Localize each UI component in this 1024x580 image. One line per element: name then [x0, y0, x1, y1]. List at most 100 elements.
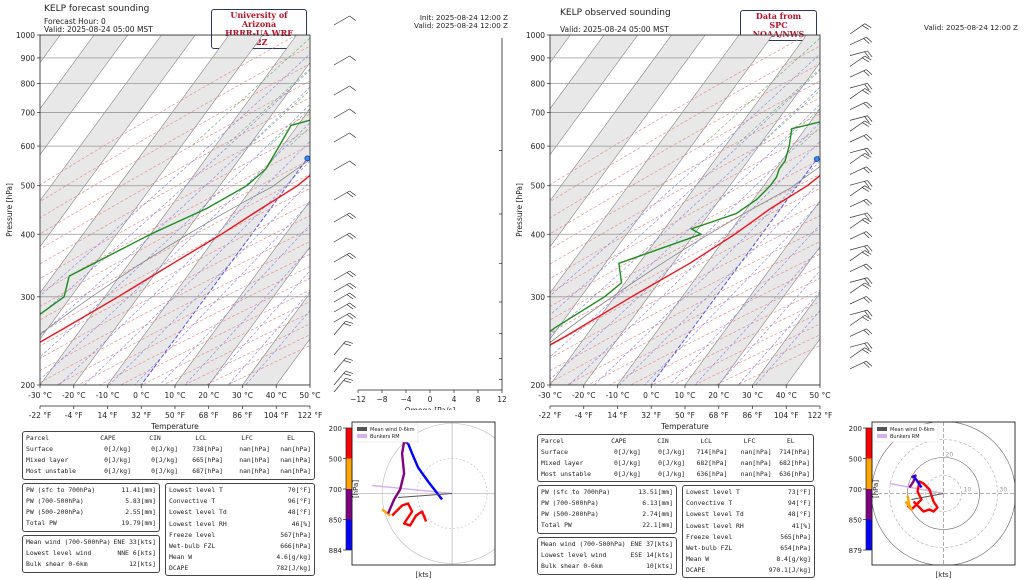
barb-feather: [346, 272, 354, 278]
barb-feather: [349, 15, 356, 21]
barb-feather: [867, 212, 873, 220]
x-tick-label-celsius: 50 °C: [300, 391, 321, 400]
barb-staff: [849, 328, 867, 337]
barb-feather: [862, 251, 869, 257]
dry-adiabat: [40, 241, 310, 383]
bunkers-rm-vector: [372, 484, 453, 495]
x-tick-label-fahrenheit: 86 °F: [233, 411, 253, 420]
row-label: Freeze level: [686, 532, 733, 541]
wind-barb: [849, 263, 873, 272]
table-row: Bulk shear 0-6km 10[kts]: [541, 561, 673, 572]
barb-feather: [866, 231, 873, 237]
barb-feather: [862, 349, 869, 354]
colorbar-tick-label: 850: [849, 517, 862, 525]
wind-barb: [333, 190, 356, 201]
barb-staff: [849, 166, 867, 175]
y-tick-label: 800: [21, 80, 36, 89]
wind-barb: [849, 198, 873, 208]
isotherm-line: [550, 35, 807, 385]
table-cell: nan[hPa]: [280, 467, 311, 475]
barb-staff: [849, 342, 868, 348]
hodo-ylabel: [hPa]: [872, 480, 880, 498]
barb-feather: [346, 294, 354, 300]
x-tick-label-celsius: -20 °C: [62, 391, 86, 400]
right-badge-line1: Data from: [755, 11, 802, 21]
moist-adiabat: [109, 180, 310, 385]
x-tick-label-celsius: 0 °C: [133, 391, 149, 400]
table-row: Mixed layer 0[J/kg] 0[J/kg] 665[hPa] nan[hPa…: [26, 455, 311, 466]
barb-feather: [864, 343, 870, 350]
barb-feather: [866, 263, 873, 270]
wind-barb: [849, 217, 872, 229]
row-label: PW (700-500hPa): [541, 499, 599, 507]
left-forecast-hour: Forecast Hour: 0: [44, 17, 106, 26]
barb-feather: [867, 277, 873, 284]
row-label: Lowest level RH: [686, 521, 744, 530]
table-cell: Mixed layer: [541, 459, 584, 467]
table-cell: 636[hPa]: [696, 470, 728, 478]
row-label: Lowest level wind: [541, 551, 607, 559]
table-cell: 714[hPa]: [696, 448, 728, 456]
table-cell: nan[hPa]: [740, 459, 772, 467]
y-tick-label: 200: [21, 381, 36, 390]
y-tick-label: 300: [531, 293, 546, 302]
wind-barb: [333, 55, 356, 66]
moist-adiabat: [644, 202, 820, 385]
table-row: Freeze level 565[hPa]: [686, 532, 811, 543]
barb-feather: [862, 57, 869, 63]
wind-barb: [849, 180, 873, 188]
isotherm-line: [550, 35, 605, 110]
table-cell: nan[hPa]: [239, 456, 270, 464]
barb-feather: [343, 323, 352, 327]
table-row: Mixed layer 0[J/kg] 0[J/kg] 682[hPa] nan[hPa…: [541, 458, 810, 469]
wind-barb: [849, 245, 873, 253]
hodo-ring-label: 20: [946, 452, 954, 459]
left-init-time: Init: 2025-08-24 12:00 Z: [419, 13, 508, 22]
wind-barb: [333, 160, 356, 171]
table-cell: 0[J/kg]: [613, 470, 641, 478]
hodo-ring: [889, 439, 998, 548]
x-tick-label-celsius: -20 °C: [572, 391, 596, 400]
y-tick-label: 900: [531, 54, 546, 63]
colorbar-segment: [866, 489, 872, 520]
hodo-ylabel: [hPa]: [352, 480, 360, 498]
barb-feather: [866, 134, 873, 140]
table-row: Convective T 94[°F]: [686, 498, 811, 509]
y-tick-label: 1000: [16, 31, 35, 40]
x-tick-label-fahrenheit: 14 °F: [98, 411, 118, 420]
left-thermo-table: Lowest level T 70[°F] Convective T 96[°F] Lo…: [165, 483, 315, 576]
x-tick-label-fahrenheit: 122 °F: [298, 411, 323, 420]
row-value: 5.83[mm]: [125, 497, 156, 505]
x-tick-label-celsius: 40 °C: [266, 391, 287, 400]
y-tick-label: 700: [21, 109, 36, 118]
isotherm-line: [550, 35, 672, 202]
x-tick-label-fahrenheit: -22 °F: [29, 411, 52, 420]
hodo-ring-label: 10: [964, 487, 972, 494]
isotherm-line: [752, 292, 820, 385]
barb-feather: [346, 192, 354, 198]
left-parcel-table: Parcel CAPE CIN LCL LFC EL Surface 0[J/kg] 0[J/k…: [22, 431, 315, 480]
column-header: EL: [287, 434, 295, 442]
barb-feather: [863, 70, 870, 77]
wind-barb: [849, 347, 872, 359]
row-value: 37[kts]: [646, 540, 673, 548]
barb-feather: [349, 232, 356, 238]
dewpoint-line: [40, 119, 310, 316]
isotherm-line: [107, 108, 310, 385]
barb-feather: [862, 284, 869, 289]
colorbar-tick-label: 500: [849, 456, 862, 464]
barb-feather: [349, 302, 356, 308]
barb-feather: [349, 160, 356, 166]
table-row: Freeze level 567[hPa]: [169, 530, 311, 541]
colorbar-tick-label: 850: [329, 517, 342, 525]
table-cell: 0[J/kg]: [658, 470, 686, 478]
table-row: Total PW 22.1[mm]: [541, 520, 673, 531]
hodo-trace: [904, 495, 913, 511]
row-value: 654[hPa]: [780, 544, 811, 553]
x-tick-label-fahrenheit: 122 °F: [808, 411, 833, 420]
legend-label-mean-wind: Mean wind 0-6km: [370, 427, 415, 433]
row-value: 19.79[mm]: [121, 519, 156, 527]
row-label: Lowest level wind: [26, 549, 92, 557]
row-value: 48[°F]: [287, 508, 311, 517]
row-value: NNE: [117, 549, 129, 557]
